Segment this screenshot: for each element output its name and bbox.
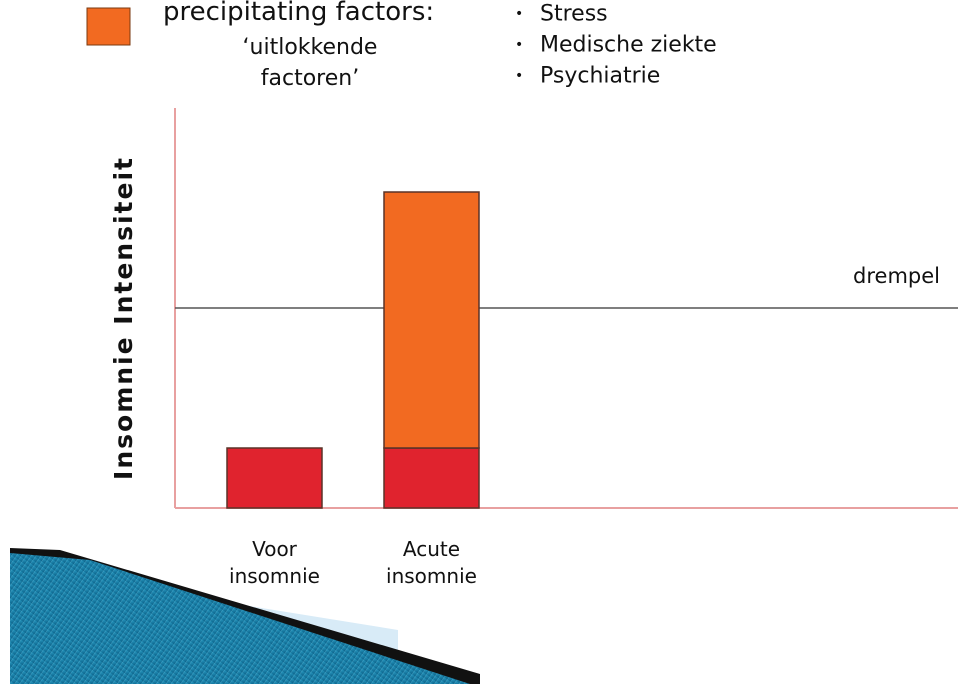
x-tick-label: Acute insomnie xyxy=(386,537,477,588)
y-axis-label: Insomnie Intensiteit xyxy=(109,156,138,480)
bullet-item: Medische ziekte xyxy=(515,30,717,61)
subtitle: ‘uitlokkende factoren’ xyxy=(242,35,378,91)
legend-swatch xyxy=(86,7,131,46)
x-tick-label: Voor insomnie xyxy=(229,537,320,588)
threshold-label: drempel xyxy=(853,264,940,288)
legend-label: precipitating factors: xyxy=(163,0,435,27)
bar-segment xyxy=(383,447,480,509)
bullet-item: Stress xyxy=(515,0,717,30)
bar-segment xyxy=(383,191,480,449)
bar-segment xyxy=(226,447,323,509)
bullet-list: StressMedische ziektePsychiatrie xyxy=(515,0,717,91)
decoration-blue xyxy=(10,553,470,684)
bullet-item: Psychiatrie xyxy=(515,61,717,92)
